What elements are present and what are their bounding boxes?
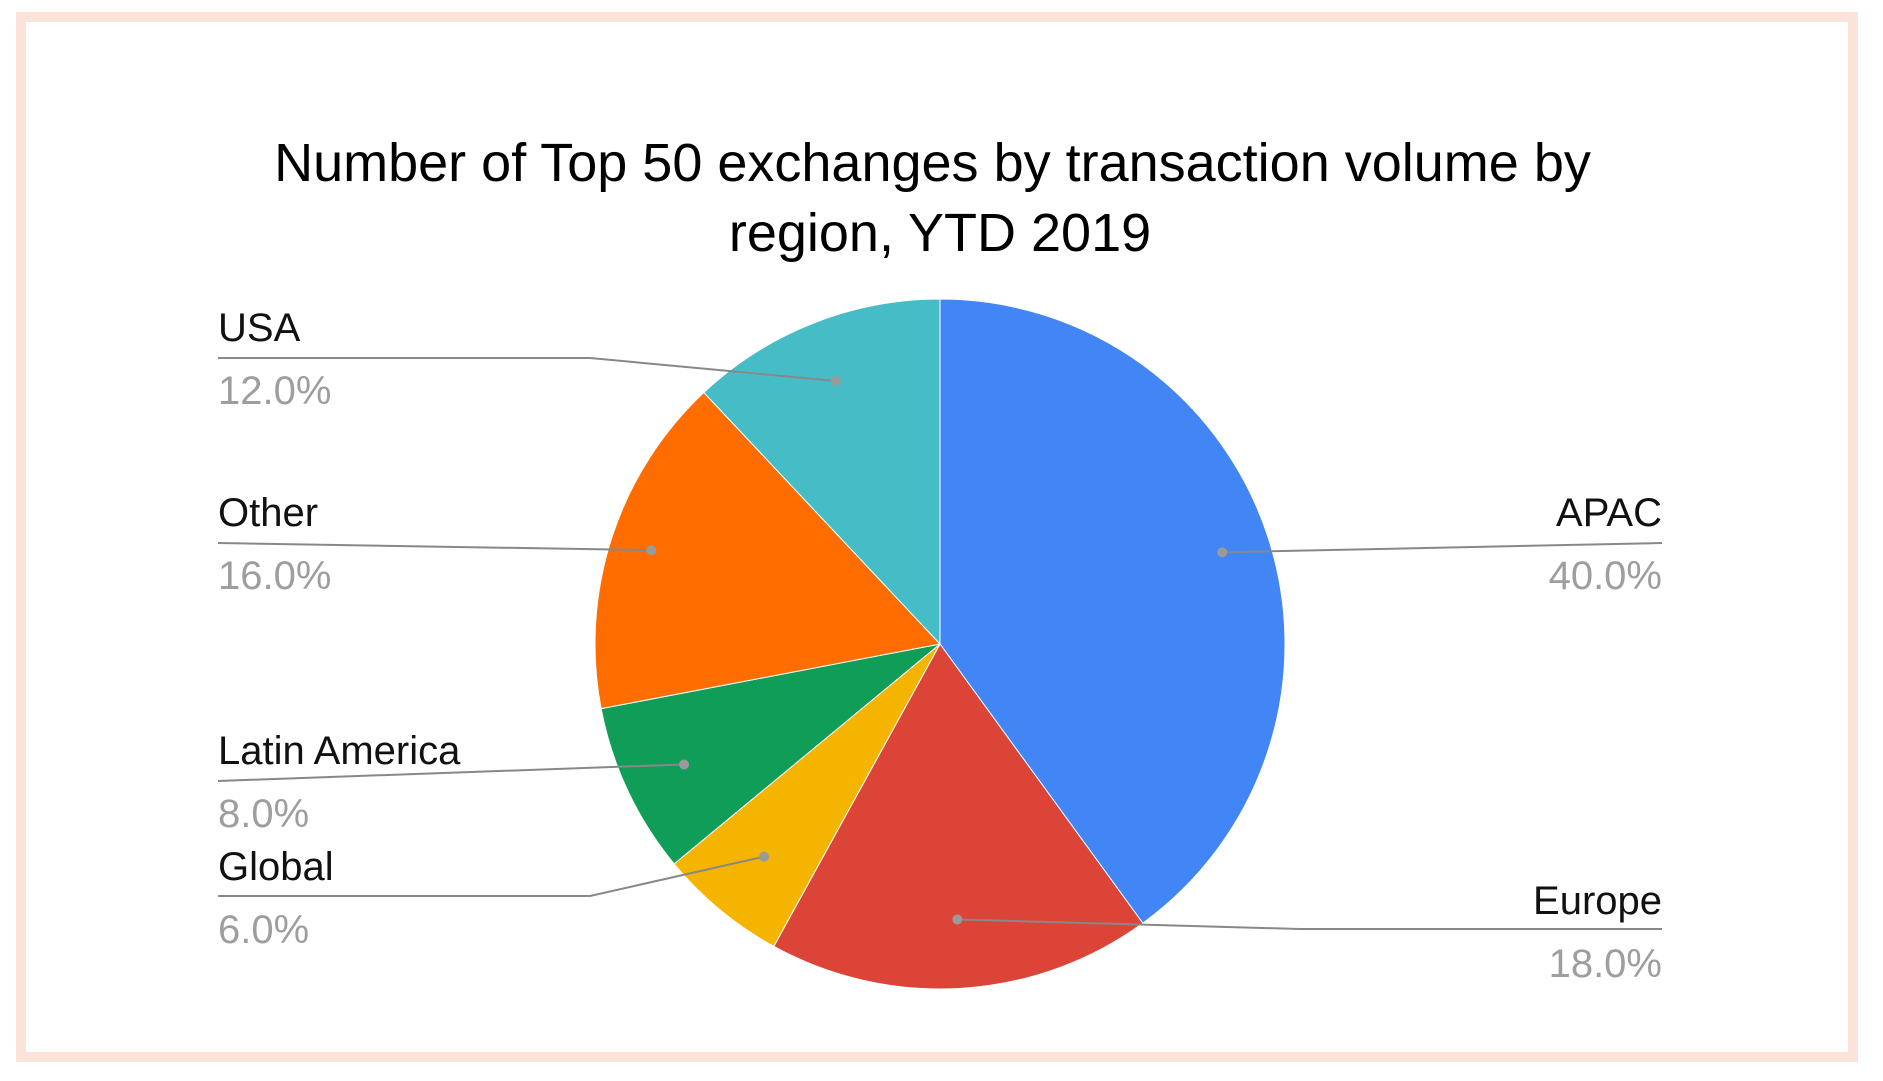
leader-dot-europe	[952, 914, 963, 925]
leader-line-latin-america	[217, 763, 685, 782]
leader-dot-usa	[830, 375, 841, 386]
chart-title-line-1: Number of Top 50 exchanges by transactio…	[274, 133, 1591, 193]
slice-label-latin-america: Latin America	[218, 729, 461, 773]
slice-label-apac: APAC	[1556, 491, 1662, 535]
slice-percent-usa: 12.0%	[218, 369, 331, 413]
pie-slice-other	[594, 391, 941, 710]
leader-line-apac	[1222, 542, 1663, 554]
pie-slices	[594, 298, 1286, 990]
slice-labels: APAC 40.0% Europe 18.0% Global 6.0% Latin Amer…	[218, 306, 1662, 986]
leader-dot-apac	[1217, 547, 1228, 558]
pie-slice-usa	[703, 298, 941, 646]
leader-line-usa	[218, 357, 836, 382]
pie-slice-latin-america	[600, 643, 941, 865]
pie-slice-global	[673, 643, 941, 948]
slice-percent-other: 16.0%	[218, 554, 331, 598]
slice-percent-europe: 18.0%	[1549, 942, 1662, 986]
pie-slice-europe	[773, 643, 1144, 990]
slice-percent-global: 6.0%	[218, 908, 309, 952]
leader-line-other	[217, 542, 652, 552]
chart-title-line-2: region, YTD 2019	[729, 203, 1151, 263]
slice-label-usa: USA	[218, 306, 301, 350]
slice-label-other: Other	[218, 491, 318, 535]
slice-percent-latin-america: 8.0%	[218, 792, 309, 836]
leader-dot-latin-america	[679, 759, 690, 770]
pie-slice-apac	[939, 298, 1286, 924]
leader-lines	[217, 357, 1663, 930]
slice-label-global: Global	[218, 845, 334, 889]
leader-line-global	[218, 855, 765, 897]
leader-dot-other	[646, 545, 657, 556]
leader-line-europe	[957, 918, 1662, 930]
slice-percent-apac: 40.0%	[1549, 554, 1662, 598]
chart-title: Number of Top 50 exchanges by transactio…	[274, 133, 1606, 263]
slice-label-europe: Europe	[1533, 879, 1662, 923]
leader-dot-global	[759, 851, 770, 862]
